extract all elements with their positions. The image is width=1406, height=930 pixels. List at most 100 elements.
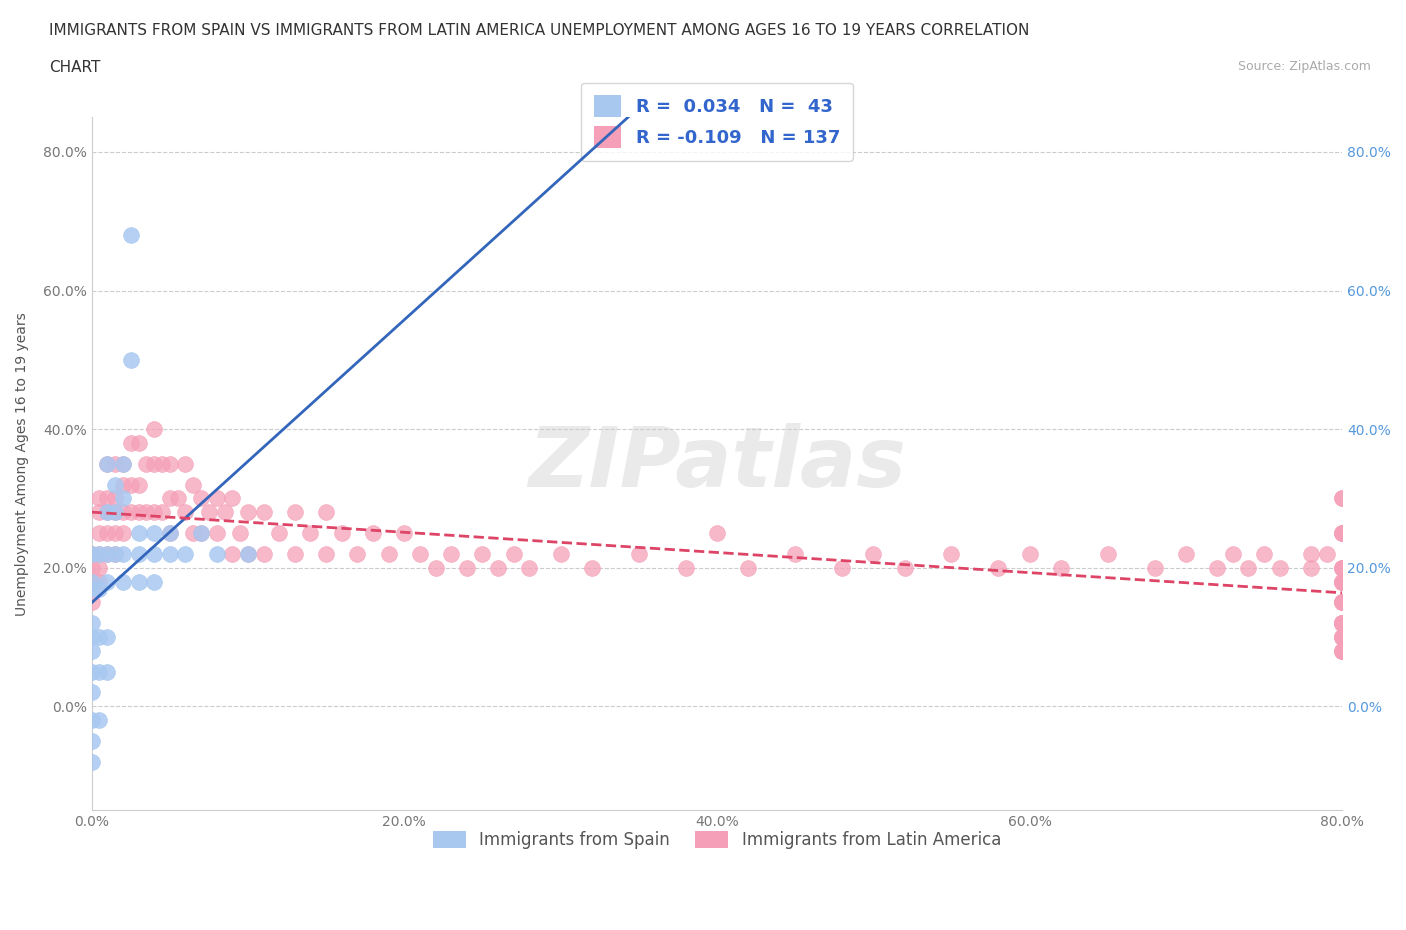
Point [1331, 595, 1354, 610]
Point [1331, 595, 1354, 610]
Point [1331, 644, 1354, 658]
Point [1299, 547, 1322, 562]
Point [1331, 616, 1354, 631]
Point [1331, 616, 1354, 631]
Point [190, 491, 212, 506]
Point [96, 491, 118, 506]
Point [1331, 616, 1354, 631]
Point [1331, 616, 1354, 631]
Point [456, 560, 478, 575]
Point [143, 457, 166, 472]
Point [80, 574, 103, 589]
Point [80, 547, 103, 562]
Point [785, 547, 807, 562]
Point [89, 547, 111, 562]
Text: IMMIGRANTS FROM SPAIN VS IMMIGRANTS FROM LATIN AMERICA UNEMPLOYMENT AMONG AGES 1: IMMIGRANTS FROM SPAIN VS IMMIGRANTS FROM… [49, 23, 1029, 38]
Point [80, 630, 103, 644]
Point [1331, 574, 1354, 589]
Point [1331, 560, 1354, 575]
Point [299, 525, 322, 540]
Point [89, 630, 111, 644]
Point [80, 581, 103, 596]
Point [198, 505, 221, 520]
Point [143, 574, 166, 589]
Point [205, 547, 228, 562]
Point [96, 525, 118, 540]
Point [89, 505, 111, 520]
Point [104, 505, 127, 520]
Point [96, 505, 118, 520]
Point [315, 547, 337, 562]
Point [174, 457, 197, 472]
Point [1331, 616, 1354, 631]
Point [143, 525, 166, 540]
Point [80, 664, 103, 679]
Point [517, 560, 540, 575]
Point [104, 525, 127, 540]
Point [80, 595, 103, 610]
Point [104, 547, 127, 562]
Point [135, 457, 157, 472]
Point [104, 491, 127, 506]
Point [1331, 491, 1354, 506]
Point [80, 712, 103, 727]
Point [1237, 560, 1260, 575]
Point [284, 547, 307, 562]
Point [89, 491, 111, 506]
Point [205, 525, 228, 540]
Point [893, 560, 915, 575]
Point [80, 560, 103, 575]
Point [1331, 630, 1354, 644]
Point [1331, 595, 1354, 610]
Point [1097, 547, 1119, 562]
Point [1331, 560, 1354, 575]
Point [221, 547, 243, 562]
Point [1331, 574, 1354, 589]
Point [1331, 630, 1354, 644]
Point [236, 505, 259, 520]
Point [1331, 574, 1354, 589]
Point [1018, 547, 1040, 562]
Point [221, 491, 243, 506]
Point [471, 547, 494, 562]
Point [1331, 525, 1354, 540]
Point [1331, 525, 1354, 540]
Point [181, 525, 204, 540]
Point [269, 525, 291, 540]
Point [120, 352, 142, 367]
Point [1331, 525, 1354, 540]
Point [166, 491, 188, 506]
Point [1331, 616, 1354, 631]
Point [1268, 560, 1291, 575]
Point [1331, 595, 1354, 610]
Point [111, 457, 134, 472]
Point [941, 547, 963, 562]
Point [143, 505, 166, 520]
Point [159, 525, 181, 540]
Point [377, 547, 399, 562]
Point [89, 574, 111, 589]
Point [205, 491, 228, 506]
Point [159, 457, 181, 472]
Point [96, 457, 118, 472]
Point [315, 505, 337, 520]
Point [1331, 630, 1354, 644]
Point [89, 560, 111, 575]
Point [486, 560, 509, 575]
Point [80, 547, 103, 562]
Point [96, 505, 118, 520]
Point [181, 477, 204, 492]
Point [111, 477, 134, 492]
Point [1050, 560, 1073, 575]
Point [440, 547, 463, 562]
Point [1331, 644, 1354, 658]
Point [190, 525, 212, 540]
Point [150, 457, 173, 472]
Point [1331, 560, 1354, 575]
Point [1331, 644, 1354, 658]
Point [581, 560, 603, 575]
Point [1331, 525, 1354, 540]
Point [120, 228, 142, 243]
Point [80, 734, 103, 749]
Point [1143, 560, 1166, 575]
